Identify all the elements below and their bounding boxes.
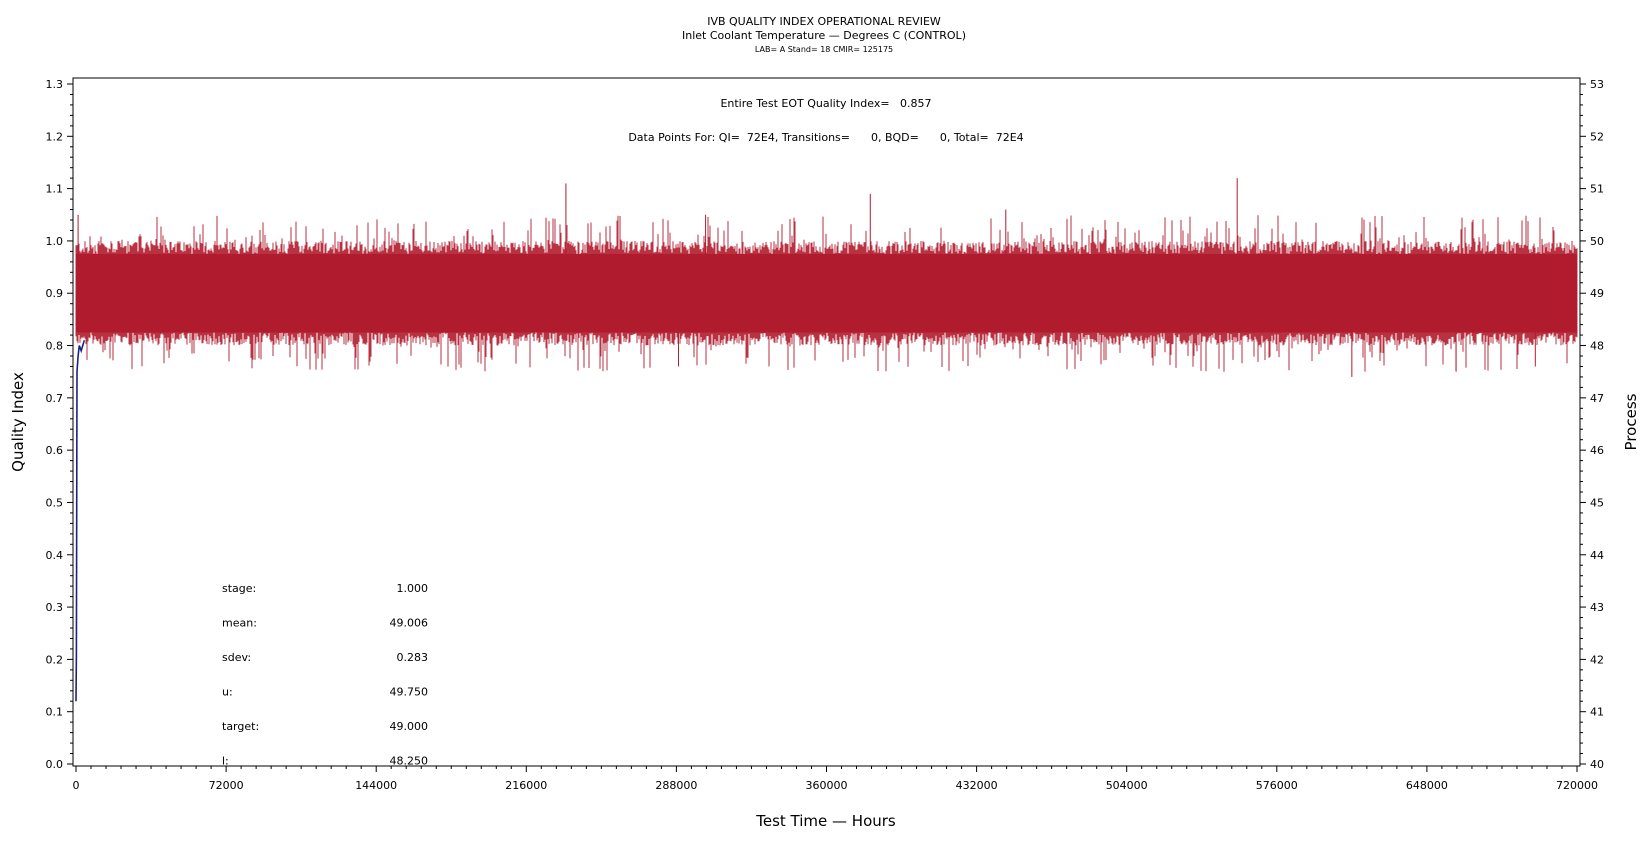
y2-tick-label: 40 [1590,758,1604,771]
y-tick-label: 1.0 [46,235,64,248]
stat-value: 49.006 [390,617,429,630]
points-annotation: Data Points For: QI= 72E4, Transitions= … [628,131,1023,144]
y-axis: 0.0 0.1 0.2 0.3 0.4 0.5 0.6 0.7 0.8 0.9 1.0 1.1 1.2 1… [46,78,73,771]
stat-value: 49.000 [390,720,429,733]
y2-tick-label: 50 [1590,235,1604,248]
y2-tick-label: 42 [1590,653,1604,666]
x-tick-label: 432000 [956,779,998,792]
stat-label: sdev: [222,651,251,664]
x-tick-label: 648000 [1406,779,1448,792]
stat-label: mean: [222,617,257,630]
chart-info: LAB= A Stand= 18 CMIR= 125175 [755,45,893,54]
y-tick-label: 0.4 [46,549,64,562]
chart-title: IVB QUALITY INDEX OPERATIONAL REVIEW [707,15,941,28]
plot-frame [72,77,1581,767]
y-tick-label: 0.5 [46,496,64,509]
quality-index-series [75,340,86,702]
y2-tick-label: 41 [1590,706,1604,719]
y2-tick-label: 53 [1590,78,1604,91]
stat-label: l: [222,755,229,768]
y-tick-label: 0.6 [46,444,64,457]
y2-axis: 40 41 42 43 44 45 46 47 48 49 50 51 52 53 [1580,78,1604,771]
y-tick-label: 1.3 [46,78,64,91]
qi-annotation: Entire Test EOT Quality Index= 0.857 [720,97,931,110]
x-tick-label: 288000 [655,779,697,792]
y-tick-label: 0.1 [46,706,64,719]
x-axis-label: Test Time — Hours [755,812,896,830]
stat-value: 49.750 [390,686,429,699]
y-tick-label: 0.3 [46,601,64,614]
y-tick-label: 0.0 [46,758,64,771]
process-band-core [76,254,1577,333]
x-tick-label: 0 [73,779,80,792]
y-tick-label: 1.2 [46,130,64,143]
x-tick-label: 216000 [505,779,547,792]
y2-tick-label: 43 [1590,601,1604,614]
stat-value: 48.250 [390,755,429,768]
stat-label: target: [222,720,259,733]
x-axis: 0 72000 144000 216000 288000 360000 432000 5040… [73,766,1598,792]
y2-tick-label: 44 [1590,549,1604,562]
x-tick-label: 72000 [209,779,244,792]
x-tick-label: 360000 [806,779,848,792]
x-tick-label: 504000 [1106,779,1148,792]
stats-table: stage: 1.000 mean: 49.006 sdev: 0.283 u: 49.750… [222,582,428,768]
x-tick-label: 576000 [1256,779,1298,792]
quality-index-line [75,340,86,702]
stat-value: 0.283 [397,651,429,664]
y-axis-label: Quality Index [9,372,27,472]
y-tick-label: 0.8 [46,340,64,353]
y2-tick-label: 48 [1590,340,1604,353]
y2-tick-label: 47 [1590,392,1604,405]
y-tick-label: 0.2 [46,653,64,666]
y2-tick-label: 46 [1590,444,1604,457]
x-tick-label: 144000 [355,779,397,792]
y2-tick-label: 51 [1590,183,1604,196]
stat-label: stage: [222,582,256,595]
y2-tick-label: 49 [1590,287,1604,300]
chart-subtitle: Inlet Coolant Temperature — Degrees C (C… [682,29,966,42]
x-tick-label: 720000 [1556,779,1598,792]
stat-value: 1.000 [397,582,429,595]
y2-tick-label: 52 [1590,130,1604,143]
y-tick-label: 1.1 [46,183,64,196]
y-tick-label: 0.9 [46,287,64,300]
stat-label: u: [222,686,233,699]
y-tick-label: 0.7 [46,392,64,405]
y2-axis-label: Process [1622,393,1640,450]
y2-tick-label: 45 [1590,496,1604,509]
process-band [76,254,1577,333]
